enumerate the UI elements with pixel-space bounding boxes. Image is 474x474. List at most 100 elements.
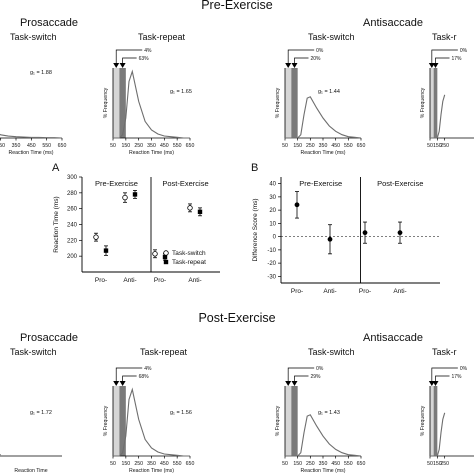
arrow-label: 63% [139, 56, 150, 62]
arrow-anticipatory [287, 367, 315, 384]
pre-antisaccade-heading: Antisaccade [363, 17, 423, 29]
arrow-express [294, 375, 309, 384]
legend-marker [163, 259, 169, 265]
x-tick-label: 450 [27, 143, 36, 149]
skewness-label: g₁ = 1.88 [30, 70, 52, 76]
arrow-head [432, 381, 439, 386]
y-tick-label: 220 [67, 238, 78, 244]
skewness-label: g₁ = 1.44 [318, 89, 340, 95]
anticipatory-band [430, 386, 434, 456]
arrow-express [435, 57, 450, 66]
frequency-curve [0, 133, 63, 139]
arrow-express [435, 375, 450, 384]
data-point-task-repeat [197, 209, 203, 215]
x-axis-label: Reaction Time [14, 468, 47, 474]
data-point-difference [362, 230, 368, 236]
y-tick-label: 280 [67, 191, 78, 197]
x-tick-label: 450 [160, 461, 169, 467]
data-point-task-switch [93, 234, 99, 240]
data-point-task-switch [152, 251, 158, 257]
arrow-label: 17% [452, 56, 463, 62]
group-label: Pre-Exercise [299, 179, 342, 188]
arrow-label: 20% [311, 56, 322, 62]
y-tick-label: -10 [267, 248, 276, 254]
y-tick-label: 200 [67, 254, 78, 260]
chart-panels: 250 350 450 550 650 Reaction Time (ms) Task-sw… [0, 32, 474, 474]
group-label: Pre-Exercise [95, 179, 138, 188]
data-point-difference [294, 202, 300, 208]
histogram-panel-pre-anti-switch: 50 150 250 350 450 550 650 Reaction Time (ms) % … [275, 32, 365, 156]
x-axis-label: Reaction Time (ms) [301, 468, 346, 474]
x-tick-label: 450 [331, 143, 340, 149]
histogram-panel-post-anti-switch: 50 150 250 350 450 550 650 Reaction Time (ms) % … [275, 347, 365, 474]
x-tick-label: 550 [42, 143, 51, 149]
frequency-curve [430, 412, 446, 457]
summary-panel-summary-a: A 200 220 240 260 280 300 Reaction Time (ms) Pre… [52, 162, 220, 284]
summary-panel-summary-b: B -30 -20 -10 0 10 20 30 40 Difference Score (ms)… [251, 162, 440, 295]
skewness-label: g₁ = 1.43 [318, 410, 340, 416]
x-tick-label: 650 [186, 143, 195, 149]
y-axis-label: % Frequency [275, 87, 281, 118]
arrow-head [113, 63, 120, 68]
x-axis-label: Reaction Time (ms) [129, 150, 174, 156]
histogram-panel-post-pro-repeat: 50 150 250 350 450 550 650 Reaction Time (ms) % … [103, 347, 194, 474]
panel-title: Task-r [432, 347, 457, 357]
arrow-anticipatory [287, 49, 315, 66]
x-tick-label: 150 [122, 143, 131, 149]
data-point-difference [397, 230, 403, 236]
arrow-anticipatory [431, 367, 458, 384]
arrow-head [285, 381, 292, 386]
express-band [119, 68, 126, 138]
data-point-task-switch [122, 194, 128, 201]
arrow-head [285, 63, 292, 68]
y-axis-label: Difference Score (ms) [252, 198, 259, 261]
x-tick-label: 250 [440, 143, 449, 149]
y-tick-label: 40 [269, 182, 276, 188]
express-band [119, 386, 126, 456]
y-axis-label: % Frequency [103, 405, 109, 436]
arrow-head [291, 381, 298, 386]
panel-letter: A [52, 162, 60, 174]
skewness-label: g₁ = 1.65 [170, 89, 192, 95]
frequency-curve [285, 414, 362, 457]
arrow-label: 17% [452, 374, 463, 380]
legend-label: Task-switch [172, 250, 206, 257]
x-tick-label: 150 [122, 461, 131, 467]
pre-exercise-heading: Pre-Exercise [201, 0, 273, 12]
arrow-express [122, 57, 137, 66]
group-label: Post-Exercise [377, 179, 423, 188]
anticipatory-band [285, 386, 292, 456]
data-point-task-repeat [103, 248, 109, 253]
panel-title: Task-switch [308, 347, 355, 357]
x-axis-label: Reaction Time (ms) [9, 150, 54, 156]
y-axis-label: % Frequency [420, 405, 426, 436]
arrow-anticipatory [115, 367, 143, 384]
panel-title: Task-repeat [138, 32, 186, 42]
arrow-anticipatory [115, 49, 143, 66]
category-label: Pro- [95, 277, 107, 284]
frequency-curve [113, 69, 190, 139]
y-tick-label: -30 [267, 274, 276, 280]
arrow-head [113, 381, 120, 386]
x-tick-label: 250 [440, 461, 449, 467]
x-tick-label: 650 [58, 143, 67, 149]
x-tick-label: 350 [12, 143, 21, 149]
y-tick-label: 240 [67, 223, 78, 229]
anticipatory-band [113, 68, 120, 138]
skewness-label: g₁ = 1.72 [30, 410, 52, 416]
data-point-task-repeat [132, 192, 138, 197]
arrow-head [291, 63, 298, 68]
post-prosaccade-heading: Prosaccade [20, 332, 78, 344]
x-tick-label: 150 [433, 461, 442, 467]
y-axis-label: % Frequency [103, 87, 109, 118]
x-tick-label: 150 [433, 143, 442, 149]
express-band [433, 68, 438, 138]
y-tick-label: 10 [269, 221, 276, 227]
x-tick-label: 50 [110, 461, 116, 467]
arrow-label: 0% [460, 48, 468, 54]
pre-prosaccade-heading: Prosaccade [20, 17, 78, 29]
x-tick-label: 350 [147, 143, 156, 149]
